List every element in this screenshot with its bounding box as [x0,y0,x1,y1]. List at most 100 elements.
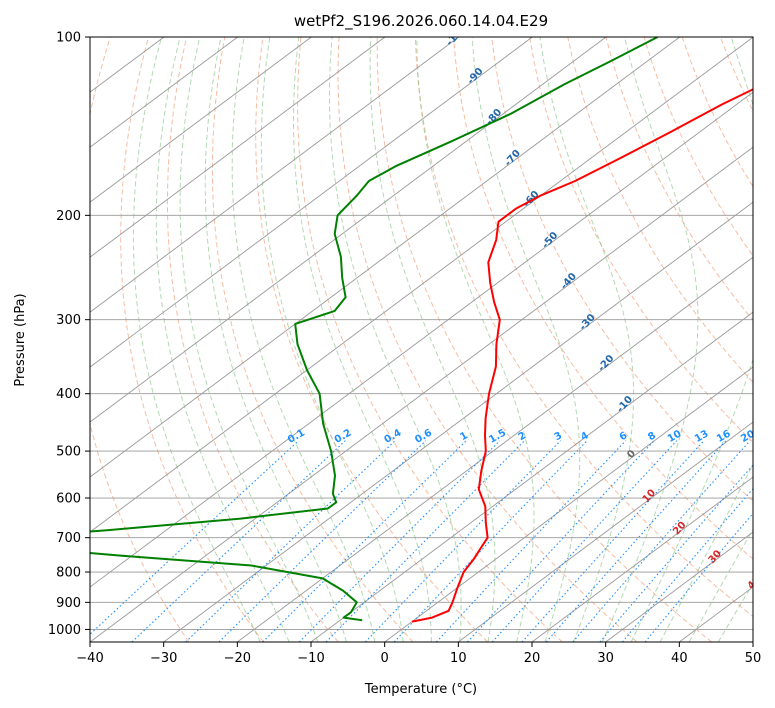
x-axis-ticks: −40 −30 −20 −10 0 10 20 30 40 50 [76,642,761,666]
dry-adiabat-line [681,37,753,188]
mixing-ratio-line [467,440,655,642]
temperature-profile-line [411,88,753,623]
y-tick-label: 900 [56,596,81,611]
y-tick-label: 700 [56,531,81,546]
dry-adiabat-label: -30 [578,312,598,333]
dry-adiabat-label: -100 [444,22,469,48]
dry-adiabat-line [120,37,264,642]
mixing-ratio-label: 8 [646,430,658,443]
isotherm-line [90,37,753,533]
isotherm-line [90,37,607,423]
moist-adiabat-line [369,37,496,642]
moist-adiabat-line [630,37,753,642]
moist-adiabat-line [260,37,404,642]
y-axis-label: Pressure (hPa) [13,293,28,386]
x-tick-label: −10 [297,651,324,666]
isotherm-line [458,421,753,642]
mixing-ratio-label: 16 [715,428,733,445]
y-tick-label: 400 [56,387,81,402]
isotherm-line [384,366,753,642]
mixing-ratio-line [218,440,427,642]
plot-frame [89,36,754,643]
profile-series [90,37,753,623]
x-tick-label: 20 [524,651,541,666]
mixing-ratio-label: 10 [666,428,684,445]
dry-adiabat-line [337,37,638,642]
mixing-ratio-line [298,440,501,642]
isotherm-line [163,201,753,642]
mixing-ratio-label: 3 [553,430,565,443]
mixing-ratio-line [521,440,705,642]
mixing-ratio-line [185,440,396,642]
dry-adiabat-label: -20 [596,353,616,374]
line-labels: 0.10.20.40.611.52346810131620253036-100-… [286,22,775,592]
mixing-ratio-line [393,440,588,642]
moist-adiabat-line [155,37,290,642]
moist-adiabat-line [132,37,261,642]
dry-adiabat-line [643,37,753,257]
mixing-ratio-line [364,440,562,642]
moist-adiabat-label: 40 [746,574,764,592]
moist-adiabat-line [292,37,432,642]
x-tick-label: 50 [745,651,762,666]
isotherm-line [605,531,753,642]
mixing-ratio-label: 25 [764,428,775,445]
isotherm-line [90,37,459,313]
dry-adiabat-label: -10 [615,394,635,415]
moist-adiabat-line [231,37,376,642]
y-tick-label: 500 [56,445,81,460]
mixing-ratio-line [435,440,627,642]
moist-adiabat-line [688,528,753,642]
dry-adiabat-line [414,37,753,617]
y-tick-label: 1000 [48,623,81,638]
mixing-ratio-label: 20 [739,428,757,445]
dry-adiabat-line [567,37,753,384]
isotherm-line [90,37,238,148]
mixing-ratio-line [572,440,751,642]
dry-adiabat-line [491,37,753,502]
moist-adiabat-line [329,37,462,642]
dewpoint-profile-line [90,37,659,622]
moist-adiabat-label: 30 [707,548,725,566]
isotherm-line [90,37,680,478]
mixing-ratio-label: 2 [517,430,529,443]
mixing-ratio-label: 4 [579,430,591,443]
dry-adiabat-label: -90 [465,66,485,87]
y-tick-label: 200 [56,209,81,224]
mixing-ratio-line [545,440,727,642]
mixing-ratio-line [599,464,753,642]
moist-adiabat-label: 10 [641,487,659,505]
dry-adiabat-line [452,37,753,560]
dry-adiabat-line [719,37,753,112]
x-tick-label: −20 [224,651,251,666]
moist-adiabat-line [416,37,535,642]
moist-adiabat-label: 20 [671,520,689,538]
x-tick-label: 40 [671,651,688,666]
isotherm-line [90,146,753,642]
x-axis-label: Temperature (°C) [364,682,477,697]
moist-adiabat-line [601,37,699,642]
isotherm-line [90,37,386,258]
y-tick-label: 600 [56,492,81,507]
x-tick-label: 0 [381,651,389,666]
moist-adiabat-line [717,582,753,642]
dry-adiabat-label: -40 [559,271,579,292]
y-tick-label: 100 [56,31,81,46]
x-tick-label: 30 [597,651,614,666]
isotherm-line [90,37,533,368]
moist-adiabat-line [539,37,635,642]
dry-adiabat-line [605,37,753,322]
y-tick-label: 300 [56,313,81,328]
mixing-ratio-line [262,440,467,642]
mixing-ratio-line [644,512,753,642]
mixing-ratio-label: 1 [458,430,470,443]
moist-adiabat-line [204,37,347,642]
isotherm-line [752,641,753,642]
mixing-ratio-label: 0.4 [383,427,404,445]
mixing-ratio-line [90,440,300,636]
y-tick-label: 800 [56,566,81,581]
moist-adiabat-line [471,37,581,642]
dry-adiabat-line [90,37,190,642]
dry-adiabat-line [376,37,713,642]
